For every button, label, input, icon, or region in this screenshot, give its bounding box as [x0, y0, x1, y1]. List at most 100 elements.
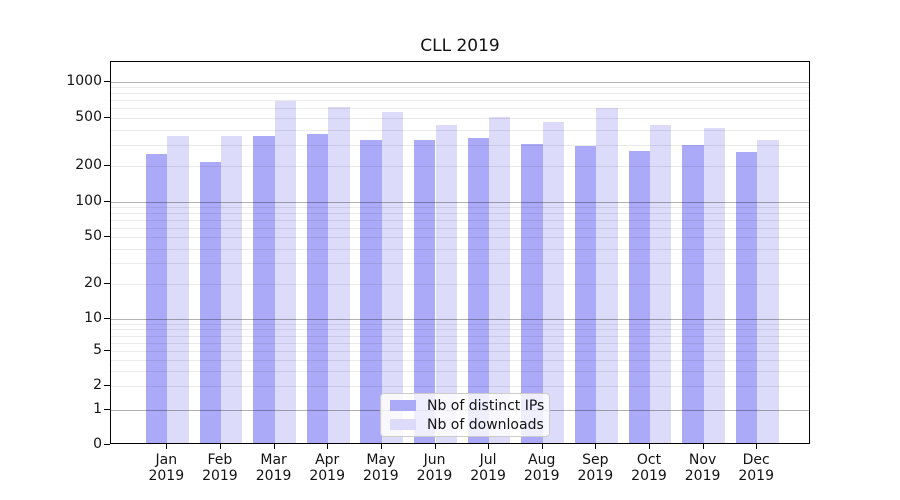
- bar-nb-of-downloads-nov: [703, 128, 725, 443]
- x-tick-label-jan: Jan 2019: [137, 452, 195, 484]
- y-tick-label-100: 100: [75, 193, 102, 209]
- x-tick-label-month: Jun: [423, 452, 446, 468]
- bar-nb-of-distinct-ips-sep: [574, 146, 597, 443]
- gridline-y-30: [111, 263, 809, 265]
- x-tick-label-year: 2019: [202, 468, 238, 484]
- chart-title: CLL 2019: [420, 36, 500, 56]
- x-tick-label-may: May 2019: [352, 452, 410, 484]
- y-tick-label-5: 5: [93, 342, 102, 358]
- legend-label-nb-of-downloads: Nb of downloads: [427, 416, 544, 433]
- x-tick-apr: [327, 444, 329, 449]
- gridline-y-9: [111, 323, 809, 325]
- gridline-y-800: [111, 93, 809, 95]
- legend-label-nb-of-distinct-ips: Nb of distinct IPs: [427, 397, 545, 414]
- x-tick-label-apr: Apr 2019: [298, 452, 356, 484]
- x-tick-label-mar: Mar 2019: [245, 452, 303, 484]
- bar-nb-of-distinct-ips-feb: [199, 161, 221, 443]
- gridline-y-100: [111, 202, 809, 203]
- x-tick-label-month: Sep: [582, 452, 609, 468]
- bar-nb-of-downloads-apr: [328, 107, 350, 443]
- gridline-y-600: [111, 108, 809, 110]
- bar-nb-of-downloads-jul: [489, 116, 511, 443]
- x-tick-label-dec: Dec 2019: [727, 452, 785, 484]
- y-tick-20: [104, 283, 110, 284]
- x-tick-mar: [273, 444, 275, 449]
- y-tick-1: [104, 409, 110, 410]
- bar-nb-of-distinct-ips-mar: [253, 136, 275, 443]
- x-tick-jan: [166, 444, 168, 449]
- y-tick-2: [104, 385, 110, 386]
- x-tick-label-year: 2019: [523, 468, 560, 484]
- legend: Nb of distinct IPs Nb of downloads: [380, 393, 550, 437]
- gridline-y-400: [111, 129, 809, 131]
- bar-nb-of-downloads-sep: [596, 107, 618, 443]
- x-tick-label-month: Apr: [315, 452, 340, 468]
- bar-nb-of-distinct-ips-apr: [306, 133, 329, 443]
- legend-item-nb-of-distinct-ips: Nb of distinct IPs: [390, 396, 545, 415]
- y-tick-10: [104, 318, 110, 319]
- bar-nb-of-downloads-jun: [435, 124, 457, 443]
- x-tick-label-jun: Jun 2019: [406, 452, 464, 484]
- bar-nb-of-distinct-ips-aug: [521, 143, 543, 443]
- x-tick-label-year: 2019: [470, 468, 506, 484]
- x-tick-label-feb: Feb 2019: [191, 452, 249, 484]
- x-tick-may: [380, 444, 382, 449]
- x-tick-label-year: 2019: [684, 468, 721, 484]
- bar-nb-of-downloads-mar: [274, 100, 296, 443]
- x-tick-label-month: Mar: [260, 452, 287, 468]
- bar-nb-of-distinct-ips-oct: [628, 151, 650, 443]
- x-tick-label-month: Jan: [155, 452, 178, 468]
- gridline-y-80: [111, 213, 809, 215]
- x-tick-label-month: Dec: [742, 452, 770, 468]
- gridline-y-50: [111, 237, 809, 239]
- x-tick-jun: [434, 444, 436, 449]
- gridline-y-5: [111, 351, 809, 352]
- gridline-y-6: [111, 342, 809, 344]
- x-tick-label-year: 2019: [738, 468, 774, 484]
- y-tick-500: [104, 117, 110, 118]
- y-tick-label-10: 10: [84, 310, 102, 326]
- gridline-y-4: [111, 359, 809, 361]
- x-tick-label-year: 2019: [309, 468, 345, 484]
- y-tick-label-1000: 1000: [66, 72, 102, 89]
- y-tick-0: [104, 444, 110, 445]
- gridline-y-700: [111, 100, 809, 102]
- x-tick-oct: [649, 444, 650, 449]
- y-tick-200: [104, 165, 110, 166]
- y-tick-label-2: 2: [93, 377, 102, 393]
- y-tick-label-50: 50: [84, 228, 102, 245]
- x-tick-dec: [756, 444, 758, 449]
- x-tick-label-year: 2019: [416, 468, 453, 484]
- y-tick-label-0: 0: [93, 436, 102, 452]
- x-tick-label-year: 2019: [631, 468, 667, 484]
- x-tick-label-month: Nov: [688, 452, 717, 468]
- legend-swatch-nb-of-distinct-ips: [390, 400, 416, 411]
- x-tick-label-month: Feb: [207, 452, 233, 468]
- x-tick-label-oct: Oct 2019: [620, 452, 678, 484]
- x-tick-label-year: 2019: [577, 468, 614, 484]
- y-tick-label-200: 200: [75, 156, 102, 173]
- x-tick-label-year: 2019: [362, 468, 399, 484]
- bar-nb-of-distinct-ips-dec: [735, 152, 758, 443]
- gridline-y-500: [111, 117, 809, 119]
- bar-nb-of-distinct-ips-jan: [145, 154, 168, 443]
- x-tick-aug: [541, 444, 543, 449]
- x-tick-label-aug: Aug 2019: [513, 452, 571, 484]
- y-tick-5: [104, 350, 110, 351]
- y-tick-100: [104, 201, 110, 202]
- y-tick-1000: [104, 81, 110, 82]
- y-tick-label-500: 500: [75, 108, 102, 125]
- x-tick-label-year: 2019: [255, 468, 292, 484]
- y-tick-label-20: 20: [84, 274, 102, 291]
- gridline-y-7: [111, 335, 809, 337]
- gridline-y-200: [111, 165, 809, 167]
- gridline-y-20: [111, 283, 809, 285]
- x-tick-jul: [488, 444, 490, 449]
- bar-nb-of-downloads-aug: [542, 122, 565, 443]
- gridline-y-70: [111, 220, 809, 222]
- gridline-y-1000: [111, 81, 809, 83]
- plot-area: Nb of distinct IPs Nb of downloads: [110, 61, 810, 444]
- bar-nb-of-distinct-ips-nov: [682, 144, 704, 443]
- gridline-y-2: [111, 386, 809, 387]
